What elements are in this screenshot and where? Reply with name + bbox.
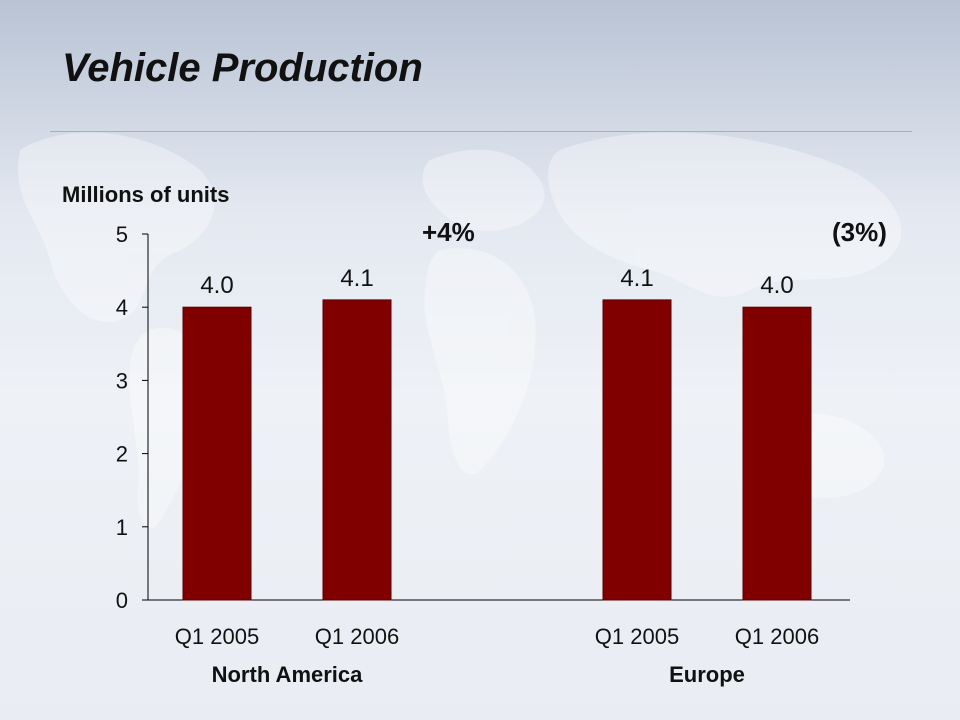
y-tick-label: 4 (116, 295, 128, 320)
title-divider (50, 131, 912, 132)
north-america-change-label: +4% (422, 217, 475, 247)
y-tick-label: 1 (116, 515, 128, 540)
bar-value-label: 4.1 (340, 265, 373, 292)
y-tick-label: 0 (116, 588, 128, 613)
x-category-label: Q1 2006 (315, 624, 399, 649)
x-category-label: Q1 2005 (175, 624, 259, 649)
bar (742, 306, 812, 601)
units-label: Millions of units (62, 182, 230, 207)
x-category-label: Q1 2005 (595, 624, 679, 649)
bar-value-label: 4.1 (620, 265, 653, 292)
y-tick-label: 2 (116, 442, 128, 467)
region-group-label: Europe (669, 662, 745, 687)
bar (602, 299, 672, 601)
region-group-label: North America (212, 662, 364, 687)
y-tick-label: 5 (116, 222, 128, 247)
bar-value-label: 4.0 (760, 272, 793, 299)
x-category-label: Q1 2006 (735, 624, 819, 649)
europe-change-label: (3%) (832, 217, 887, 247)
bar (322, 299, 392, 601)
y-tick-label: 3 (116, 368, 128, 393)
bar-value-label: 4.0 (200, 272, 233, 299)
slide-title: Vehicle Production (62, 46, 423, 90)
bar (182, 306, 252, 601)
